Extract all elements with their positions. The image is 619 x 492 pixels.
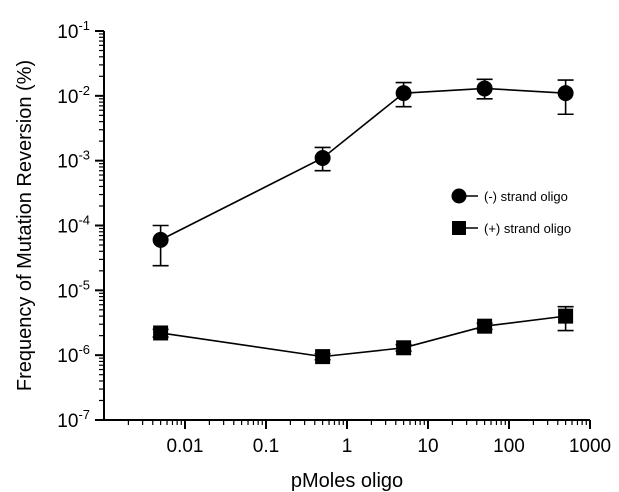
y-tick-label: 10-1: [57, 18, 90, 43]
legend-label: (-) strand oligo: [484, 189, 568, 204]
plot-area: [152, 78, 574, 365]
data-point-square: [396, 340, 412, 356]
data-point-square: [477, 318, 493, 334]
y-tick-label: 10-4: [57, 213, 90, 238]
legend-label: (+) strand oligo: [484, 221, 571, 236]
y-tick-label: 10-6: [57, 342, 90, 367]
data-point-circle: [152, 231, 169, 248]
legend: (-) strand oligo (+) strand oligo: [451, 188, 571, 236]
x-tick-label: 0.1: [253, 436, 279, 457]
data-point-circle: [395, 85, 412, 102]
y-tick-label: 10-3: [57, 148, 90, 173]
legend-marker-square: [452, 221, 466, 235]
data-point-square: [315, 349, 331, 365]
data-point-square: [558, 308, 574, 324]
data-point-circle: [314, 149, 331, 166]
y-ticks: 10-7 10-6 10-5 10-4 10-3 10-2 10-1: [57, 18, 104, 432]
data-point-circle: [557, 85, 574, 102]
data-point-circle: [476, 80, 493, 97]
x-tick-label: 1: [342, 436, 353, 457]
legend-item: (-) strand oligo: [451, 188, 568, 204]
x-tick-label: 10: [417, 436, 438, 457]
y-tick-label: 10-2: [57, 83, 90, 108]
legend-marker-circle: [451, 188, 467, 204]
x-tick-label: 1000: [569, 436, 611, 457]
y-axis-title: Frequency of Mutation Reversion (%): [14, 60, 36, 391]
x-axis-title: pMoles oligo: [291, 470, 403, 492]
series-line: [160, 315, 566, 358]
x-tick-label: 0.01: [167, 436, 204, 457]
data-point-square: [153, 325, 169, 341]
y-tick-label: 10-7: [57, 407, 90, 432]
x-tick-label: 100: [493, 436, 525, 457]
series-line: [160, 87, 566, 241]
series-minus-strand: [152, 78, 574, 267]
series-plus-strand: [152, 305, 574, 365]
x-ticks: 0.01 0.1 1 10 100 1000: [127, 420, 611, 457]
legend-item: (+) strand oligo: [452, 221, 571, 236]
y-tick-label: 10-5: [57, 277, 90, 302]
